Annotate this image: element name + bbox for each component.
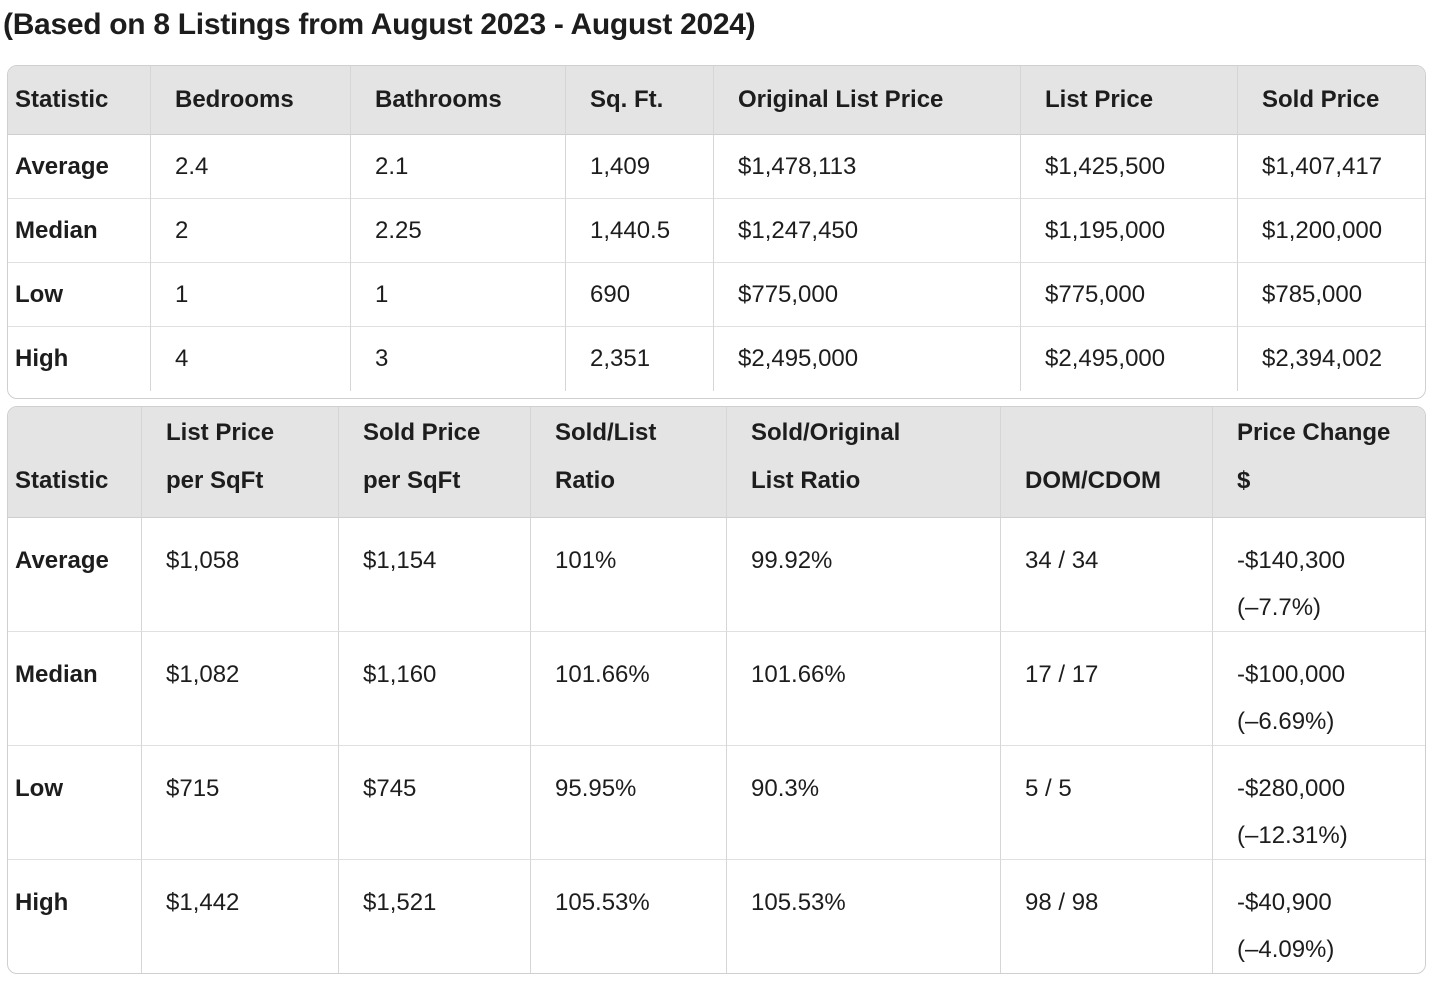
column-header-sqft: Sq. Ft. — [566, 66, 714, 135]
table-cell: $1,407,417 — [1238, 135, 1425, 199]
table-header-row: Statistic List Price per SqFt Sold Price… — [8, 407, 1425, 518]
column-header-list-price: List Price — [1021, 66, 1238, 135]
column-header-dom-cdom: DOM/CDOM — [1001, 407, 1213, 518]
table-cell: 2 — [151, 199, 351, 263]
row-label: Low — [8, 263, 151, 327]
column-header-sold-price-per-sqft: Sold Price per SqFt — [339, 407, 531, 518]
price-ratio-statistics-table: Statistic List Price per SqFt Sold Price… — [7, 406, 1426, 974]
table-header-row: Statistic Bedrooms Bathrooms Sq. Ft. Ori… — [8, 66, 1425, 135]
summary-statistics-table: Statistic Bedrooms Bathrooms Sq. Ft. Ori… — [7, 65, 1426, 399]
column-header-bathrooms: Bathrooms — [351, 66, 566, 135]
table-cell: $1,058 — [142, 518, 339, 632]
column-header-statistic: Statistic — [8, 407, 142, 518]
table-cell: 1,440.5 — [566, 199, 714, 263]
table-cell: 4 — [151, 327, 351, 391]
table-cell: $2,394,002 — [1262, 345, 1383, 372]
table-cell: 3 — [351, 327, 566, 391]
table-cell: 101% — [531, 518, 727, 632]
table-row-average: Average $1,058 $1,154 101% 99.92% 34 / 3… — [8, 518, 1425, 632]
column-header-sold-original-list-ratio: Sold/Original List Ratio — [727, 407, 1001, 518]
table-cell: 5 / 5 — [1001, 746, 1213, 860]
table-cell: 2.4 — [151, 135, 351, 199]
row-label: High — [8, 327, 151, 391]
table-cell: 101.66% — [727, 632, 1001, 746]
column-header-original-list-price: Original List Price — [714, 66, 1021, 135]
column-header-price-change: Price Change $ — [1213, 407, 1425, 518]
table-cell: 1 — [151, 263, 351, 327]
table-cell: $775,000 — [714, 263, 1021, 327]
table-cell: -$280,000 (–12.31%) — [1213, 746, 1425, 860]
table-cell: $1,478,113 — [714, 135, 1021, 199]
row-label: Median — [8, 199, 151, 263]
table-cell: $1,154 — [339, 518, 531, 632]
column-header-sold-list-ratio: Sold/List Ratio — [531, 407, 727, 518]
table-cell: 95.95% — [531, 746, 727, 860]
table-cell: $785,000 — [1238, 263, 1425, 327]
table-cell: $1,082 — [142, 632, 339, 746]
table-cell: -$140,300 (–7.7%) — [1213, 518, 1425, 632]
table-row-median: Median $1,082 $1,160 101.66% 101.66% 17 … — [8, 632, 1425, 746]
table-cell: $2,495,000 — [1021, 327, 1238, 391]
table-cell: 2.1 — [351, 135, 566, 199]
column-header-sold-price: Sold Price — [1238, 66, 1425, 135]
column-header-bedrooms: Bedrooms — [151, 66, 351, 135]
table-cell: 105.53% — [531, 860, 727, 973]
table-cell: 1,409 — [566, 135, 714, 199]
table-cell: 99.92% — [727, 518, 1001, 632]
table-cell: $1,425,500 — [1021, 135, 1238, 199]
table-cell: $715 — [142, 746, 339, 860]
row-label: Average — [8, 518, 142, 632]
table-cell: $2,495,000 — [714, 327, 1021, 391]
table-cell: 105.53% — [727, 860, 1001, 973]
table-cell: 2.25 — [351, 199, 566, 263]
table-cell: $775,000 — [1021, 263, 1238, 327]
table-cell: 1 — [351, 263, 566, 327]
table-cell: $1,160 — [339, 632, 531, 746]
table-row-average: Average 2.4 2.1 1,409 $1,478,113 $1,425,… — [8, 135, 1425, 199]
table-cell: $1,247,450 — [714, 199, 1021, 263]
row-label: Low — [8, 746, 142, 860]
table-cell: 690 — [566, 263, 714, 327]
table-cell: $1,200,000 — [1238, 199, 1425, 263]
row-label: Median — [8, 632, 142, 746]
page-title: (Based on 8 Listings from August 2023 - … — [3, 8, 756, 41]
column-header-statistic: Statistic — [8, 66, 151, 135]
table-cell: 2,351 — [566, 327, 714, 391]
row-label: High — [8, 860, 142, 973]
table-row-median: Median 2 2.25 1,440.5 $1,247,450 $1,195,… — [8, 199, 1425, 263]
table-cell: $745 — [339, 746, 531, 860]
table-row-high: High 4 3 2,351 $2,495,000 $2,495,000 $2,… — [8, 327, 1425, 391]
table-cell: 101.66% — [531, 632, 727, 746]
table-cell: $1,521 — [339, 860, 531, 973]
table-row-low: Low $715 $745 95.95% 90.3% 5 / 5 -$280,0… — [8, 746, 1425, 860]
table-cell: -$40,900 (–4.09%) — [1237, 889, 1335, 963]
table-cell: $1,195,000 — [1021, 199, 1238, 263]
table-row-low: Low 1 1 690 $775,000 $775,000 $785,000 — [8, 263, 1425, 327]
row-label: Average — [8, 135, 151, 199]
column-header-list-price-per-sqft: List Price per SqFt — [142, 407, 339, 518]
table-cell: 17 / 17 — [1001, 632, 1213, 746]
table-cell: -$100,000 (–6.69%) — [1213, 632, 1425, 746]
table-row-high: High $1,442 $1,521 105.53% 105.53% 98 / … — [8, 860, 1425, 973]
table-cell: 34 / 34 — [1001, 518, 1213, 632]
table-cell: 90.3% — [727, 746, 1001, 860]
table-cell: 98 / 98 — [1001, 860, 1213, 973]
table-cell: $1,442 — [142, 860, 339, 973]
